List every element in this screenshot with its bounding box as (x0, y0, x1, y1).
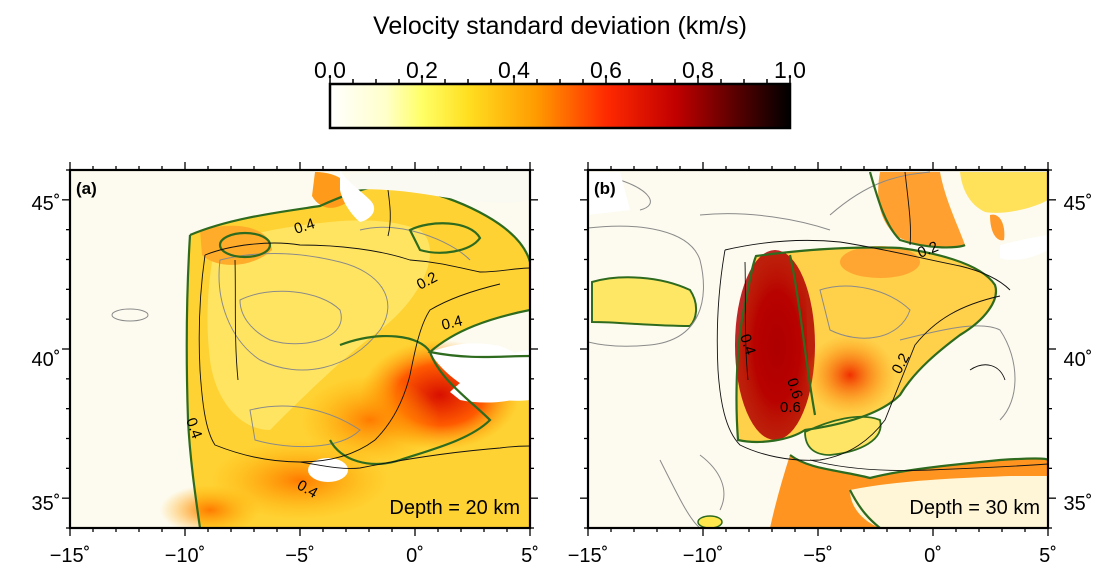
anomaly-patch (878, 172, 965, 247)
y-tick-label-left: 45˚ (32, 193, 61, 215)
panel-a-map (70, 170, 530, 528)
panel-b-label: (b) (594, 179, 616, 198)
x-tick-label: 5˚ (1039, 545, 1057, 567)
x-tick-label: −5˚ (803, 545, 832, 567)
colorbar-ramp (328, 82, 792, 130)
panel-a: (a) Depth = 20 km 0.4 0.2 0.4 0.4 0.4 (62, 162, 538, 536)
low-anomaly-zone (207, 220, 431, 430)
colorbar-ticks (329, 75, 791, 84)
minor-contours (588, 171, 1016, 528)
coastline (198, 189, 530, 469)
panel-a-ticks (62, 162, 538, 536)
panel-b: (b) Depth = 30 km 0.2 0.4 0.6 0.6 0.2 (580, 162, 1056, 536)
axis-labels: 45˚ 40˚ 35˚ 45˚ 40˚ 35˚ −15˚ −10˚ −5˚ 0˚… (32, 193, 1093, 567)
x-tick-label: −15˚ (50, 545, 91, 567)
minor-contours (111, 226, 471, 447)
y-tick-label-left: 35˚ (32, 493, 61, 515)
masked-area (450, 350, 530, 403)
y-tick-label-right: 40˚ (1064, 349, 1093, 371)
anomaly-patch (200, 225, 272, 265)
warm-anomaly (160, 485, 260, 528)
panel-b-depth-label: Depth = 30 km (909, 497, 1040, 519)
contour-label: 0.4 (292, 215, 317, 238)
x-tick-label: 5˚ (521, 545, 539, 567)
masked-area (350, 170, 530, 203)
contour-label: 0.4 (736, 332, 759, 357)
panel-b-map (588, 170, 1048, 528)
x-tick-label: 0˚ (406, 545, 424, 567)
x-tick-label: −5˚ (285, 545, 314, 567)
warm-anomaly (805, 335, 895, 415)
anomaly-patch (990, 214, 1005, 241)
x-tick-label: −10˚ (165, 545, 206, 567)
contour-label: 0.6 (783, 376, 806, 401)
y-tick-label-right: 35˚ (1064, 493, 1093, 515)
hot-anomaly (735, 250, 815, 440)
warm-anomaly (840, 246, 920, 278)
colorbar: Velocity standard deviation (km/s) 0.0 0… (314, 12, 806, 130)
x-tick-label: 0˚ (924, 545, 942, 567)
major-contours (735, 171, 1048, 528)
anomaly-patch (697, 515, 723, 528)
masked-area (308, 458, 348, 482)
masked-area (588, 172, 630, 215)
anomaly-patch (591, 276, 697, 328)
contour-label: 0.4 (440, 312, 464, 334)
masked-area (340, 170, 375, 222)
masked-area (850, 476, 1048, 528)
masked-area (1000, 235, 1048, 260)
x-tick-label: −15˚ (568, 545, 609, 567)
y-tick-label-right: 45˚ (1064, 193, 1093, 215)
contour-label: 0.2 (915, 238, 941, 262)
panel-a-depth-label: Depth = 20 km (389, 497, 520, 519)
anomaly-patch (960, 172, 1048, 213)
colorbar-title: Velocity standard deviation (km/s) (373, 12, 747, 40)
contour-label: 0.6 (780, 399, 801, 416)
contour-label: 0.4 (182, 416, 205, 441)
y-tick-label-left: 40˚ (32, 349, 61, 371)
coastline (716, 171, 1048, 471)
panel-a-label: (a) (76, 179, 97, 198)
panel-b-ticks (580, 162, 1056, 536)
x-tick-label: −10˚ (683, 545, 724, 567)
